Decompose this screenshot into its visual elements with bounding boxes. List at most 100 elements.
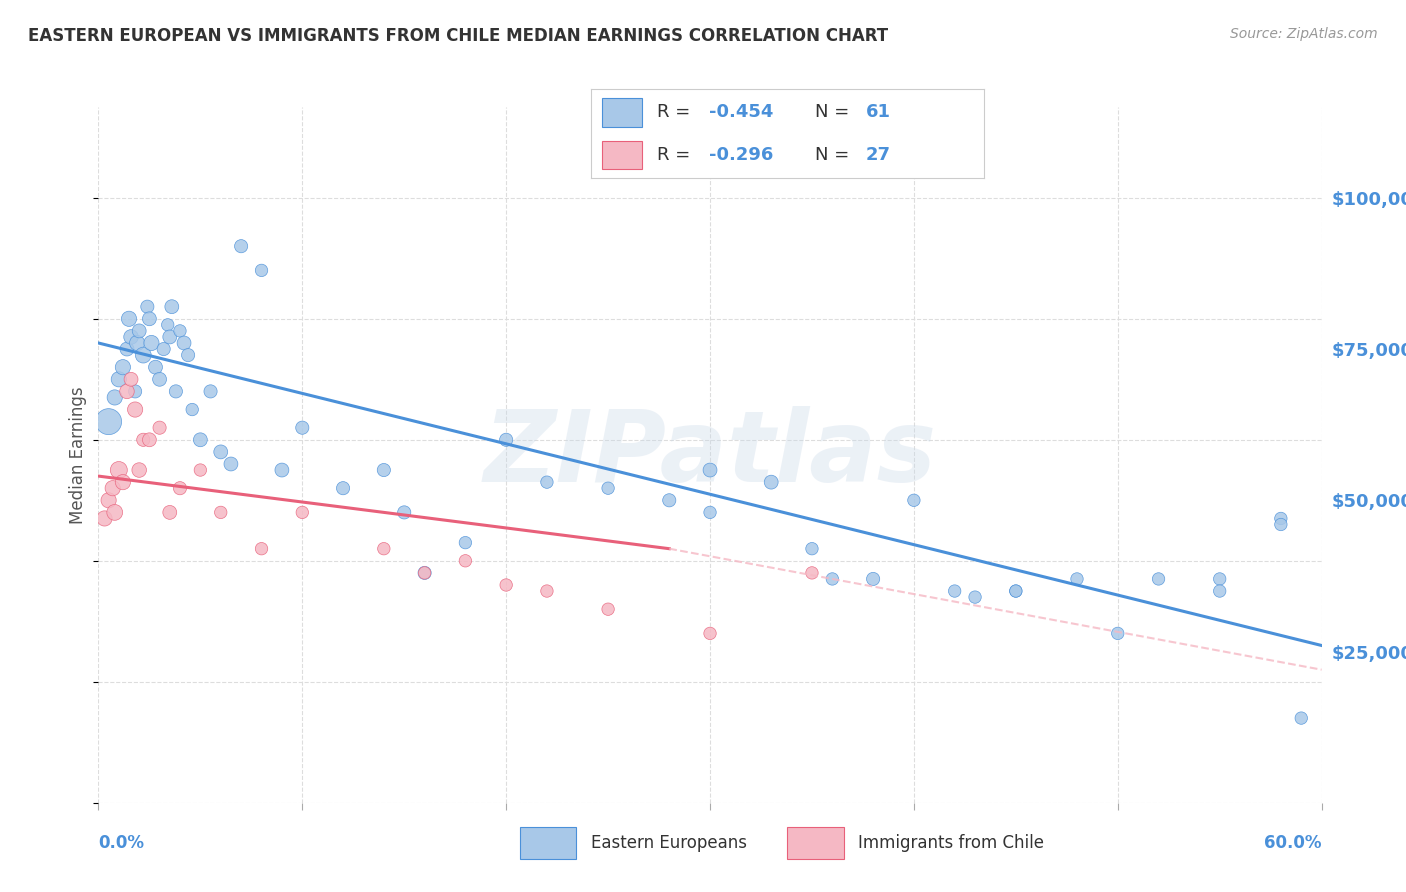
Point xyxy=(104,505,127,519)
Point xyxy=(943,584,966,599)
Point xyxy=(159,330,181,344)
Point xyxy=(495,433,517,447)
Point xyxy=(115,384,138,399)
Text: 61: 61 xyxy=(866,103,891,121)
Point xyxy=(231,239,253,253)
Point xyxy=(413,566,436,580)
Point xyxy=(177,348,200,362)
Text: R =: R = xyxy=(658,146,696,164)
Point xyxy=(1066,572,1088,586)
Point xyxy=(821,572,844,586)
Point xyxy=(291,420,314,434)
Point xyxy=(801,541,824,556)
Point xyxy=(111,475,134,490)
Text: ZIPatlas: ZIPatlas xyxy=(484,407,936,503)
Point xyxy=(598,602,620,616)
Point xyxy=(101,481,124,495)
Point xyxy=(862,572,884,586)
Point xyxy=(495,578,517,592)
Point xyxy=(1209,584,1232,599)
Point xyxy=(761,475,783,490)
Point xyxy=(801,566,824,580)
Text: 0.0%: 0.0% xyxy=(98,834,145,852)
Point xyxy=(132,348,155,362)
Point xyxy=(128,463,150,477)
Point xyxy=(332,481,354,495)
Point xyxy=(104,391,127,405)
Text: -0.454: -0.454 xyxy=(709,103,773,121)
Point xyxy=(165,384,187,399)
Point xyxy=(903,493,925,508)
Point xyxy=(152,342,174,356)
Point xyxy=(181,402,204,417)
Point xyxy=(965,590,987,604)
Point xyxy=(118,311,141,326)
Text: R =: R = xyxy=(658,103,696,121)
Text: N =: N = xyxy=(815,103,855,121)
Point xyxy=(658,493,681,508)
Point xyxy=(699,463,721,477)
Point xyxy=(145,360,167,375)
Point xyxy=(250,263,273,277)
Point xyxy=(173,336,195,351)
Text: Source: ZipAtlas.com: Source: ZipAtlas.com xyxy=(1230,27,1378,41)
Text: Eastern Europeans: Eastern Europeans xyxy=(591,834,747,852)
Point xyxy=(169,324,191,338)
Point xyxy=(699,505,721,519)
Point xyxy=(124,402,146,417)
Point xyxy=(108,463,131,477)
Point xyxy=(392,505,416,519)
Point xyxy=(141,336,163,351)
Bar xyxy=(602,98,641,127)
Point xyxy=(200,384,222,399)
Text: 27: 27 xyxy=(866,146,891,164)
Point xyxy=(120,372,142,386)
Point xyxy=(136,300,159,314)
Point xyxy=(160,300,183,314)
Point xyxy=(209,445,232,459)
Point xyxy=(209,505,232,519)
Point xyxy=(188,463,212,477)
Point xyxy=(1107,626,1129,640)
Text: -0.296: -0.296 xyxy=(709,146,773,164)
Point xyxy=(108,372,131,386)
Point xyxy=(97,415,120,429)
Point xyxy=(128,324,150,338)
Text: N =: N = xyxy=(815,146,855,164)
Point xyxy=(169,481,191,495)
Point xyxy=(1209,572,1232,586)
Text: EASTERN EUROPEAN VS IMMIGRANTS FROM CHILE MEDIAN EARNINGS CORRELATION CHART: EASTERN EUROPEAN VS IMMIGRANTS FROM CHIL… xyxy=(28,27,889,45)
Point xyxy=(120,330,142,344)
Point xyxy=(1270,517,1292,532)
Point xyxy=(699,626,721,640)
Point xyxy=(138,433,160,447)
Point xyxy=(115,342,138,356)
Point xyxy=(149,372,172,386)
Point xyxy=(1004,584,1026,599)
Point xyxy=(454,535,477,549)
Point xyxy=(188,433,212,447)
Point xyxy=(1270,511,1292,525)
Point xyxy=(127,336,149,351)
Point xyxy=(219,457,242,471)
Text: Immigrants from Chile: Immigrants from Chile xyxy=(858,834,1043,852)
Point xyxy=(454,554,477,568)
Point xyxy=(156,318,179,332)
Point xyxy=(97,493,120,508)
Bar xyxy=(602,141,641,169)
Point xyxy=(138,311,160,326)
Point xyxy=(149,420,172,434)
Point xyxy=(270,463,294,477)
Point xyxy=(536,584,558,599)
Point xyxy=(598,481,620,495)
Point xyxy=(373,541,395,556)
Point xyxy=(93,511,115,525)
Point xyxy=(1291,711,1313,725)
Point xyxy=(373,463,395,477)
Point xyxy=(250,541,273,556)
Point xyxy=(124,384,146,399)
Point xyxy=(413,566,436,580)
Point xyxy=(132,433,155,447)
Point xyxy=(536,475,558,490)
Point xyxy=(159,505,181,519)
